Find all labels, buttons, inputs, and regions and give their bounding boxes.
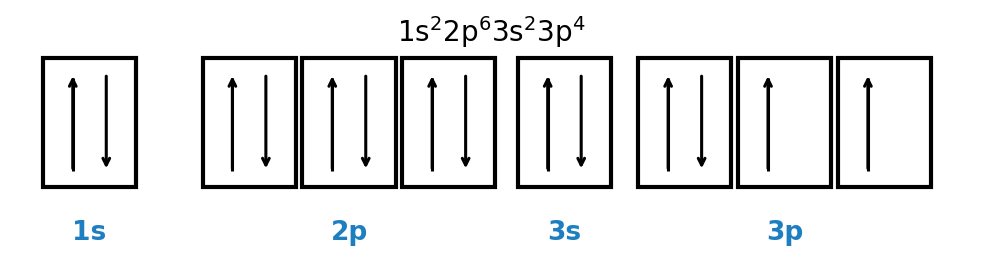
Bar <box>302 58 396 187</box>
Bar <box>202 58 296 187</box>
Bar <box>518 58 611 187</box>
Bar <box>738 58 832 187</box>
Text: $\mathregular{1s^22p^63s^23p^4}$: $\mathregular{1s^22p^63s^23p^4}$ <box>397 14 585 50</box>
Text: 1s: 1s <box>73 220 107 246</box>
Text: 2p: 2p <box>330 220 367 246</box>
Bar <box>638 58 732 187</box>
Bar <box>838 58 931 187</box>
Bar <box>403 58 495 187</box>
Bar <box>43 58 136 187</box>
Text: 3s: 3s <box>547 220 581 246</box>
Text: 3p: 3p <box>766 220 803 246</box>
